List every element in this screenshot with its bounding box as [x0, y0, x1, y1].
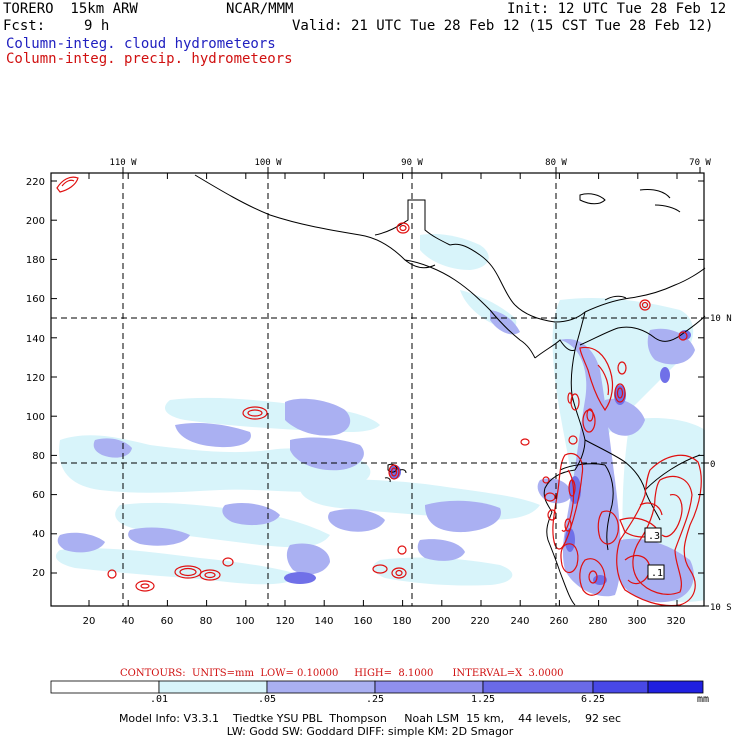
lon-label-90w: 90 W	[401, 158, 423, 168]
colorbar-label-0.01: .01	[149, 694, 169, 705]
x-tick-180: 180	[392, 616, 411, 627]
x-tick-280: 280	[588, 616, 607, 627]
lon-label-110w: 110 W	[109, 158, 137, 168]
y-tick-80: 80	[32, 451, 45, 462]
organization-label: NCAR/MMM	[226, 1, 294, 17]
precip-contours	[56, 176, 702, 607]
contour-label-boxes: .3 .1	[644, 527, 665, 580]
x-tick-40: 40	[122, 616, 135, 627]
x-tick-260: 260	[549, 616, 568, 627]
color-bar-bin-4	[374, 680, 484, 694]
contour-info: CONTOURS: UNITS=mm LOW= 0.10000 HIGH= 8.…	[120, 668, 564, 679]
init-time: Init: 12 UTC Tue 28 Feb 12	[507, 1, 727, 17]
contour-label-1: .3	[648, 531, 660, 542]
x-tick-240: 240	[510, 616, 529, 627]
colorbar-label-0.05: .05	[257, 694, 277, 705]
y-tick-180: 180	[26, 255, 45, 266]
y-tick-40: 40	[32, 529, 45, 540]
x-tick-140: 140	[314, 616, 333, 627]
color-bar-bin-5	[482, 680, 594, 694]
color-bar-bin-1	[50, 680, 160, 694]
map-frame	[50, 172, 705, 607]
color-bar-bin-3	[266, 680, 376, 694]
y-tick-220: 220	[26, 177, 45, 188]
lat-label-10n: 10 N	[710, 314, 732, 324]
color-bar	[50, 680, 704, 694]
axis-ticks	[51, 167, 709, 607]
forecast-hour: 9 h	[84, 18, 110, 34]
x-tick-100: 100	[235, 616, 254, 627]
y-tick-100: 100	[26, 412, 45, 423]
lat-label-0: 0	[710, 460, 715, 470]
lat-label-10s: 10 S	[710, 603, 732, 613]
y-tick-120: 120	[26, 373, 45, 384]
y-tick-60: 60	[32, 490, 45, 501]
color-bar-bin-2	[158, 680, 268, 694]
y-tick-20: 20	[32, 568, 45, 579]
contour-label-box-2	[647, 564, 665, 580]
contour-label-2: .1	[651, 568, 663, 579]
coastlines	[194, 174, 706, 606]
lon-label-70w: 70 W	[689, 158, 711, 168]
forecast-label: Fcst:	[3, 18, 46, 34]
valid-time: Valid: 21 UTC Tue 28 Feb 12 (15 CST Tue …	[292, 18, 714, 34]
x-tick-60: 60	[161, 616, 174, 627]
lon-label-100w: 100 W	[254, 158, 282, 168]
x-tick-200: 200	[431, 616, 450, 627]
x-tick-320: 320	[666, 616, 685, 627]
field-cloud-title: Column-integ. cloud hydrometeors	[6, 36, 276, 52]
model-title: TORERO 15km ARW	[3, 1, 138, 17]
x-tick-160: 160	[353, 616, 372, 627]
x-tick-80: 80	[200, 616, 213, 627]
x-tick-300: 300	[627, 616, 646, 627]
x-tick-20: 20	[83, 616, 96, 627]
latlon-grid	[51, 173, 704, 606]
color-bar-bin-7	[647, 680, 704, 694]
colorbar-label-6.25: 6.25	[580, 694, 606, 705]
x-tick-120: 120	[275, 616, 294, 627]
y-tick-160: 160	[26, 294, 45, 305]
field-precip-title: Column-integ. precip. hydrometeors	[6, 51, 293, 67]
y-tick-200: 200	[26, 216, 45, 227]
color-bar-bin-6	[592, 680, 649, 694]
x-tick-220: 220	[470, 616, 489, 627]
model-info-line2: LW: Godd SW: Goddard DIFF: simple KM: 2D…	[226, 725, 514, 738]
lon-label-80w: 80 W	[545, 158, 567, 168]
model-info-line1: Model Info: V3.3.1 Tiedtke YSU PBL Thomp…	[118, 712, 622, 725]
colorbar-unit: mm	[696, 694, 710, 705]
colorbar-label-0.25: .25	[365, 694, 385, 705]
contour-label-box-1	[644, 527, 662, 543]
colorbar-label-1.25: 1.25	[470, 694, 496, 705]
y-tick-140: 140	[26, 334, 45, 345]
